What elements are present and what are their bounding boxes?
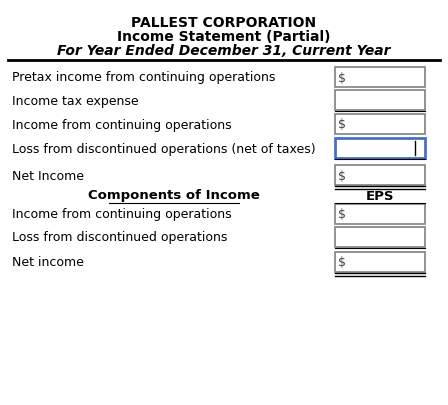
Text: Income from continuing operations: Income from continuing operations bbox=[12, 208, 232, 221]
Text: EPS: EPS bbox=[366, 189, 394, 202]
Text: $: $ bbox=[338, 71, 346, 84]
Text: For Year Ended December 31, Current Year: For Year Ended December 31, Current Year bbox=[57, 44, 391, 58]
FancyBboxPatch shape bbox=[335, 166, 425, 185]
Text: Loss from discontinued operations: Loss from discontinued operations bbox=[12, 231, 228, 244]
Text: $: $ bbox=[338, 256, 346, 269]
FancyBboxPatch shape bbox=[335, 228, 425, 247]
Text: Components of Income: Components of Income bbox=[88, 189, 260, 202]
Text: Net Income: Net Income bbox=[12, 169, 84, 182]
Text: PALLEST CORPORATION: PALLEST CORPORATION bbox=[131, 16, 317, 30]
Text: Income from continuing operations: Income from continuing operations bbox=[12, 118, 232, 131]
Text: Net income: Net income bbox=[12, 256, 84, 269]
FancyBboxPatch shape bbox=[335, 68, 425, 88]
FancyBboxPatch shape bbox=[335, 91, 425, 111]
Text: $: $ bbox=[338, 208, 346, 221]
FancyBboxPatch shape bbox=[335, 139, 425, 159]
Text: Income Statement (Partial): Income Statement (Partial) bbox=[117, 30, 331, 44]
FancyBboxPatch shape bbox=[335, 205, 425, 224]
Text: $: $ bbox=[338, 169, 346, 182]
Text: Income tax expense: Income tax expense bbox=[12, 94, 138, 107]
Text: $: $ bbox=[338, 118, 346, 131]
Text: Loss from discontinued operations (net of taxes): Loss from discontinued operations (net o… bbox=[12, 142, 316, 155]
Text: Pretax income from continuing operations: Pretax income from continuing operations bbox=[12, 71, 276, 84]
FancyBboxPatch shape bbox=[335, 115, 425, 135]
FancyBboxPatch shape bbox=[335, 252, 425, 272]
